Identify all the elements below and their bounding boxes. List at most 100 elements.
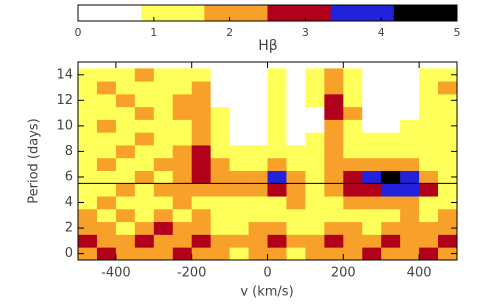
- y-tick-label: 2: [65, 221, 73, 236]
- heatmap-cell: [191, 221, 212, 235]
- heatmap-cell: [343, 247, 363, 261]
- colorbar-tick-label: 2: [226, 26, 233, 39]
- heatmap-cell: [305, 157, 325, 171]
- heatmap-cell: [115, 208, 136, 223]
- heatmap-cell: [400, 183, 420, 197]
- heatmap-cell: [172, 157, 193, 171]
- heatmap-cell: [305, 234, 325, 248]
- y-tick-label: 0: [65, 246, 73, 261]
- heatmap-cell: [381, 81, 401, 95]
- heatmap-cell: [343, 93, 363, 108]
- colorbar-tick-label: 0: [75, 26, 82, 39]
- heatmap-cell: [78, 196, 98, 210]
- heatmap-cell: [96, 208, 117, 223]
- heatmap-cell: [343, 196, 363, 210]
- heatmap-cell: [438, 183, 458, 197]
- y-tick-label: 4: [65, 195, 73, 210]
- heatmap-cell: [343, 208, 363, 223]
- heatmap-cell: [438, 106, 458, 120]
- heatmap-cell: [286, 81, 306, 95]
- heatmap-cell: [267, 93, 287, 108]
- heatmap-cell: [438, 208, 458, 223]
- heatmap-cell: [438, 157, 458, 171]
- heatmap-cell: [229, 234, 249, 248]
- heatmap-cell: [438, 170, 458, 184]
- heatmap-cell: [96, 106, 117, 120]
- x-tick-label: 0: [263, 266, 271, 281]
- heatmap-cell: [267, 196, 287, 210]
- heatmap-cell: [305, 170, 325, 184]
- heatmap-cell: [305, 247, 325, 261]
- heatmap-cell: [115, 132, 136, 146]
- colorbar-swatch: [267, 5, 332, 21]
- heatmap-cell: [305, 196, 325, 210]
- heatmap-cell: [134, 221, 155, 235]
- heatmap-cell: [400, 247, 420, 261]
- heatmap-cell: [438, 145, 458, 159]
- heatmap-cell: [78, 145, 98, 159]
- heatmap-cell: [286, 119, 306, 133]
- heatmap-cell: [267, 106, 287, 120]
- heatmap-cell: [248, 81, 268, 95]
- heatmap-cell: [191, 234, 212, 248]
- heatmap-cell: [419, 119, 439, 133]
- heatmap-cell: [210, 106, 230, 120]
- heatmap-cell: [96, 247, 117, 261]
- heatmap-cell: [134, 208, 155, 223]
- heatmap-cell: [134, 119, 155, 133]
- heatmap-cell: [153, 183, 174, 197]
- heatmap-cell: [324, 170, 344, 184]
- heatmap-cell: [362, 132, 382, 146]
- heatmap-cell: [153, 119, 174, 133]
- heatmap-cell: [267, 145, 287, 159]
- colorbar-swatch: [204, 5, 268, 21]
- heatmap-cell: [324, 93, 344, 108]
- heatmap-cell: [115, 68, 136, 82]
- heatmap-cell: [153, 170, 174, 184]
- heatmap-cell: [400, 208, 420, 223]
- colorbar-tick-label: 4: [378, 26, 385, 39]
- heatmap-cell: [343, 183, 363, 197]
- colorbar-swatch: [141, 5, 205, 21]
- heatmap-cell: [191, 81, 212, 95]
- heatmap-cell: [381, 68, 401, 82]
- heatmap-cell: [343, 157, 363, 171]
- heatmap-cell: [343, 234, 363, 248]
- colorbar-tick-label: 1: [150, 26, 157, 39]
- heatmap-cell: [229, 221, 249, 235]
- heatmap-cell: [400, 221, 420, 235]
- heatmap-cell: [362, 93, 382, 108]
- heatmap-cell: [191, 157, 212, 171]
- heatmap-cell: [362, 106, 382, 120]
- heatmap-cell: [324, 221, 344, 235]
- heatmap-cell: [286, 145, 306, 159]
- heatmap-cell: [362, 208, 382, 223]
- heatmap-cell: [286, 247, 306, 261]
- heatmap-cell: [210, 68, 230, 82]
- heatmap-cell: [229, 145, 249, 159]
- heatmap-cell: [115, 106, 136, 120]
- heatmap-cell: [267, 68, 287, 82]
- colorbar-swatch: [78, 5, 142, 21]
- heatmap-cell: [419, 132, 439, 146]
- heatmap-cell: [172, 196, 193, 210]
- heatmap-cell: [286, 208, 306, 223]
- heatmap-cell: [134, 93, 155, 108]
- heatmap-cell: [324, 106, 344, 120]
- heatmap-cell: [210, 221, 230, 235]
- heatmap-cell: [78, 183, 98, 197]
- heatmap-cell: [381, 247, 401, 261]
- heatmap-cell: [134, 183, 155, 197]
- heatmap-cell: [191, 196, 212, 210]
- heatmap-cell: [419, 81, 439, 95]
- heatmap-cell: [305, 208, 325, 223]
- heatmap-cell: [96, 68, 117, 82]
- heatmap-cell: [191, 93, 212, 108]
- heatmap-cell: [210, 145, 230, 159]
- heatmap-cell: [419, 68, 439, 82]
- heatmap-cell: [324, 183, 344, 197]
- heatmap-cell: [96, 81, 117, 95]
- heatmap-cell: [324, 68, 344, 82]
- heatmap-cell: [267, 208, 287, 223]
- heatmap-cell: [381, 170, 401, 184]
